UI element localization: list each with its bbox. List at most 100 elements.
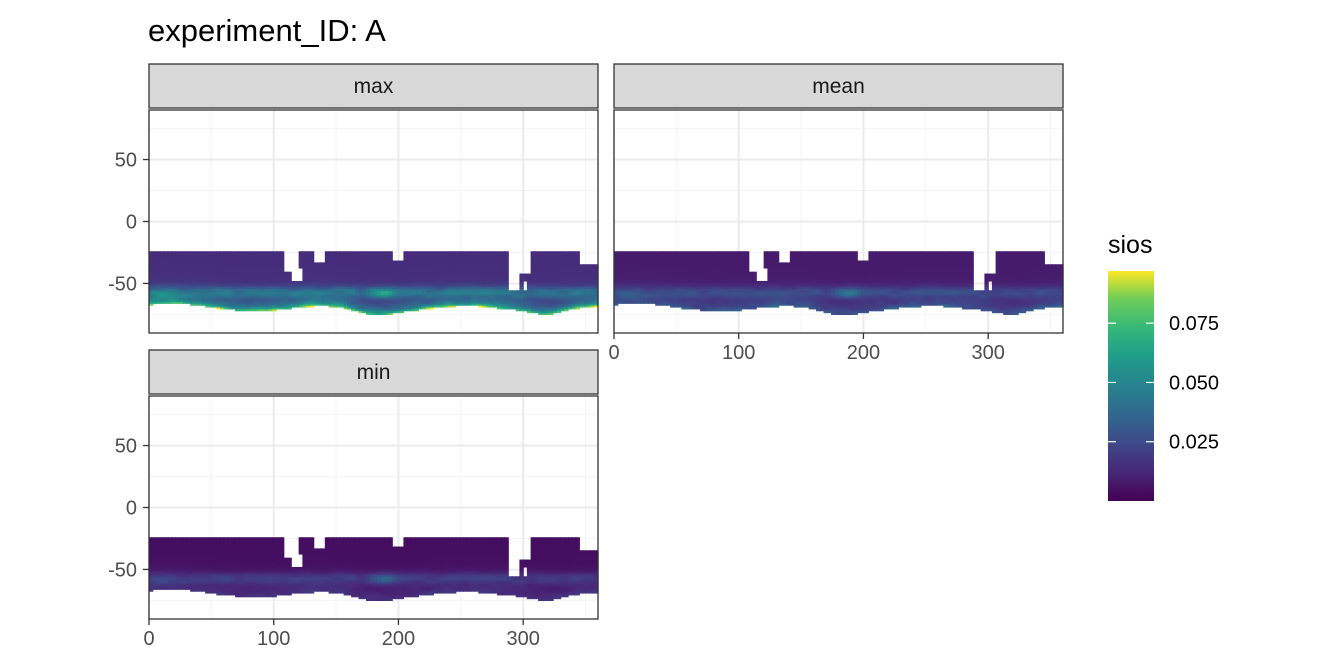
heatmap-cell [287, 293, 292, 297]
heatmap-cell [399, 286, 405, 289]
heatmap-cell [556, 282, 562, 286]
heatmap-cell [673, 297, 679, 301]
heatmap-cell [707, 258, 712, 262]
heatmap-cell [399, 280, 405, 284]
heatmap-cell [425, 253, 431, 256]
heatmap-cell [493, 295, 498, 299]
heatmap-cell [556, 284, 562, 288]
heatmap-cell [474, 266, 479, 269]
heatmap-cell [685, 297, 690, 301]
heatmap-cell [500, 292, 506, 295]
heatmap-cell [545, 292, 550, 295]
heatmap-cell [782, 264, 787, 267]
heatmap-cell [452, 251, 457, 254]
heatmap-cell [343, 292, 348, 295]
heatmap-cell [190, 275, 195, 278]
heatmap-cell [541, 264, 547, 267]
heatmap-cell [392, 267, 397, 271]
heatmap-cell [534, 275, 539, 278]
heatmap-cell [583, 275, 588, 278]
heatmap-cell [715, 269, 720, 273]
heatmap-cell [317, 273, 322, 276]
heatmap-cell [696, 271, 701, 275]
heatmap-cell [257, 305, 262, 308]
heatmap-cell [216, 264, 221, 267]
heatmap-cell [519, 305, 524, 308]
heatmap-cell [474, 292, 479, 295]
heatmap-cell [149, 299, 154, 303]
heatmap-cell [485, 258, 491, 262]
heatmap-cell [223, 284, 229, 288]
heatmap-cell [575, 280, 580, 284]
heatmap-cell [366, 273, 371, 276]
heatmap-cell [541, 266, 547, 269]
heatmap-cell [700, 256, 705, 260]
heatmap-cell [564, 279, 569, 282]
heatmap-cell [231, 280, 236, 284]
heatmap-cell [647, 293, 653, 297]
heatmap-cell [718, 269, 724, 273]
heatmap-cell [786, 267, 791, 271]
heatmap-cell [771, 295, 776, 299]
heatmap-cell [508, 301, 513, 304]
heatmap-cell [261, 262, 266, 265]
heatmap-cell [556, 299, 562, 303]
heatmap-cell [658, 264, 664, 267]
heatmap-cell [268, 266, 274, 269]
heatmap-cell [681, 262, 686, 265]
heatmap-cell [309, 269, 315, 273]
heatmap-cell [797, 297, 802, 301]
heatmap-cell [703, 305, 709, 308]
heatmap-cell [264, 286, 270, 289]
heatmap-cell [485, 282, 491, 286]
heatmap-cell [231, 275, 236, 278]
heatmap-cell [253, 251, 259, 254]
heatmap-cell [227, 262, 232, 265]
heatmap-cell [801, 273, 806, 276]
heatmap-cell [306, 279, 311, 282]
heatmap-cell [771, 262, 776, 265]
heatmap-cell [336, 299, 341, 303]
heatmap-cell [380, 288, 386, 291]
heatmap-cell [463, 303, 468, 306]
heatmap-cell [685, 290, 690, 293]
heatmap-cell [399, 303, 405, 306]
heatmap-cell [175, 280, 180, 284]
heatmap-cell [636, 264, 641, 267]
heatmap-cell [504, 258, 509, 262]
heatmap-cell [279, 292, 285, 295]
heatmap-cell [632, 262, 638, 265]
heatmap-cell [437, 279, 442, 282]
heatmap-cell [231, 293, 236, 297]
heatmap-cell [575, 254, 580, 258]
heatmap-cell [515, 308, 521, 312]
heatmap-cell [250, 288, 255, 291]
heatmap-cell [369, 308, 375, 312]
heatmap-cell [681, 293, 686, 297]
heatmap-cell [530, 280, 535, 284]
heatmap-cell [171, 266, 176, 269]
heatmap-cell [489, 299, 494, 303]
heatmap-cell [534, 253, 539, 256]
heatmap-cell [212, 256, 217, 260]
heatmap-cell [621, 288, 626, 291]
heatmap-cell [279, 305, 285, 308]
heatmap-cell [489, 282, 494, 286]
heatmap-cell [549, 260, 554, 263]
heatmap-cell [504, 256, 509, 260]
heatmap-cell [640, 288, 645, 291]
heatmap-cell [339, 295, 345, 299]
heatmap-cell [283, 297, 289, 301]
heatmap-cell [328, 280, 333, 284]
heatmap-cell [534, 279, 539, 282]
heatmap-cell [377, 282, 382, 286]
heatmap-cell [444, 301, 449, 304]
heatmap-cell [801, 290, 806, 293]
heatmap-cell [339, 253, 345, 256]
heatmap-cell [313, 295, 318, 299]
heatmap-cell [485, 253, 491, 256]
heatmap-cell [625, 256, 630, 260]
heatmap-cell [264, 267, 270, 271]
heatmap-cell [283, 306, 289, 310]
heatmap-cell [625, 297, 630, 301]
